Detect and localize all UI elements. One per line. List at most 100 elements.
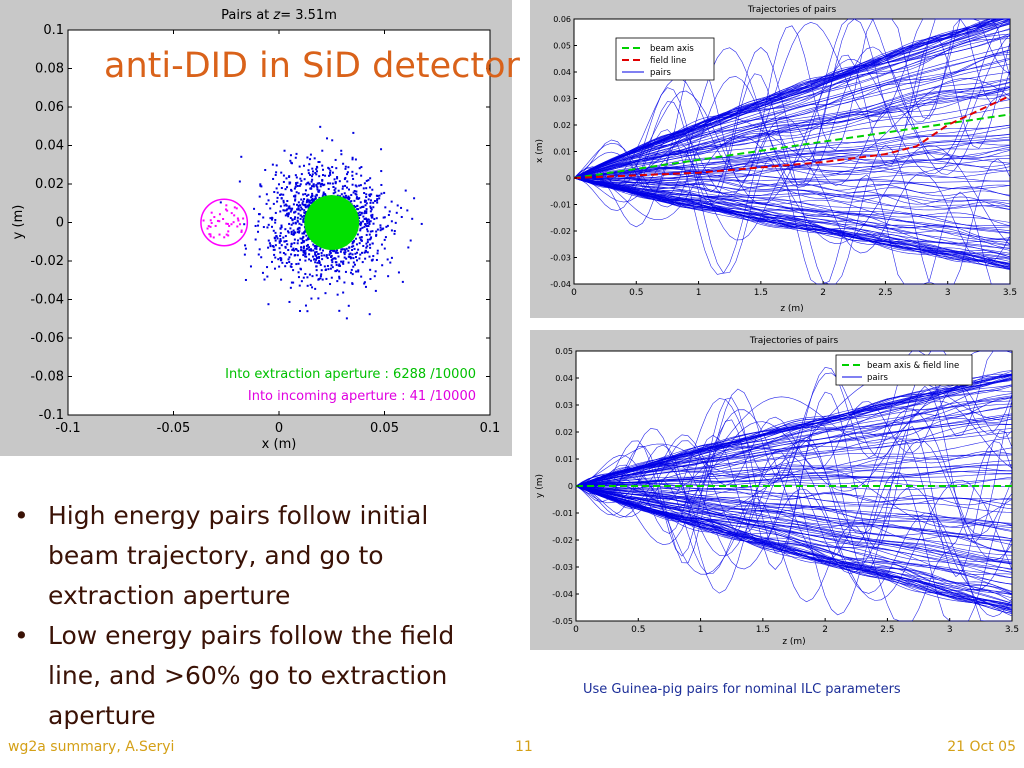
scatter-point (330, 276, 333, 279)
scatter-point (294, 199, 297, 202)
scatter-point (363, 182, 366, 185)
scatter-point (343, 178, 346, 181)
scatter-point (300, 280, 303, 283)
trajectory-y-chart: Trajectories of pairs 0 0.5 1 1.5 2 2.5 3 3.5 0.… (535, 336, 1019, 647)
scatter-point (329, 283, 332, 286)
scatter-point (311, 197, 314, 200)
scatter-point (289, 286, 292, 289)
scatter-point (254, 224, 257, 227)
scatter-point (380, 192, 383, 195)
scatter-point (288, 261, 291, 264)
traj-xtick-label: 3 (947, 625, 953, 635)
scatter-point (343, 281, 346, 284)
scatter-point (365, 246, 368, 249)
footer-author: wg2a summary, A.Seryi (8, 739, 175, 755)
scatter-point (366, 220, 369, 223)
pair-trajectory-line (575, 485, 1013, 553)
scatter-point (270, 260, 273, 263)
scatter-point (308, 201, 311, 204)
scatter-point (361, 261, 364, 264)
pair-trajectory-line (575, 485, 1013, 532)
scatter-point (284, 203, 287, 206)
pair-trajectory-line (573, 49, 1011, 179)
scatter-point (393, 232, 396, 235)
scatter-point (387, 213, 390, 216)
trajectory-x-chart: Trajectories of pairs 0 0.5 1 1.5 2 2.5 3 3.5 0.… (535, 5, 1017, 314)
scatter-point (357, 269, 360, 272)
scatter-point (282, 199, 285, 202)
scatter-point (340, 248, 343, 251)
scatter-point (324, 174, 327, 177)
scatter-ytick-label: 0 (56, 216, 64, 231)
scatter-point (282, 201, 285, 204)
scatter-point (297, 271, 300, 274)
scatter-point (296, 242, 299, 245)
scatter-point (305, 211, 308, 214)
scatter-point (335, 261, 338, 264)
scatter-point (310, 249, 313, 252)
incoming-point (210, 222, 213, 225)
scatter-point (353, 189, 356, 192)
scatter-point (298, 284, 301, 287)
scatter-point (390, 229, 393, 232)
scatter-point (354, 205, 357, 208)
scatter-point (284, 235, 287, 238)
scatter-point (318, 259, 321, 262)
scatter-point (302, 193, 305, 196)
scatter-point (325, 255, 328, 258)
scatter-point (317, 278, 320, 281)
trajectory-y-panel: Trajectories of pairs 0 0.5 1 1.5 2 2.5 3 3.5 0.… (530, 330, 1024, 650)
scatter-point (315, 168, 318, 171)
scatter-point (296, 219, 299, 222)
scatter-point (333, 189, 336, 192)
scatter-point (289, 227, 292, 230)
scatter-point (269, 245, 272, 248)
scatter-point (344, 167, 347, 170)
scatter-point (324, 193, 327, 196)
scatter-point (363, 225, 366, 228)
scatter-point (282, 174, 285, 177)
scatter-point (411, 217, 414, 220)
scatter-point (332, 185, 335, 188)
pair-trajectory-line (575, 485, 1013, 562)
scatter-point (360, 236, 363, 239)
traj-xtick-label: 1.5 (754, 288, 768, 298)
scatter-point (280, 171, 283, 174)
scatter-point (285, 240, 288, 243)
scatter-point (290, 223, 293, 226)
scatter-point (293, 231, 296, 234)
scatter-point (302, 235, 305, 238)
scatter-point (294, 174, 297, 177)
scatter-point (294, 210, 297, 213)
scatter-point (383, 247, 386, 250)
trajectory-x-xlabel: z (m) (780, 304, 803, 314)
scatter-point (349, 252, 352, 255)
scatter-point (350, 200, 353, 203)
scatter-point (321, 179, 324, 182)
scatter-point (367, 224, 370, 227)
scatter-point (306, 198, 309, 201)
pair-trajectory-line (573, 95, 1011, 197)
scatter-point (382, 216, 385, 219)
pair-trajectory-line (573, 78, 1011, 181)
scatter-point (291, 218, 294, 221)
pair-trajectory-line (573, 86, 1011, 179)
scatter-point (347, 197, 350, 200)
scatter-point (277, 183, 280, 186)
scatter-point (347, 166, 350, 169)
scatter-point (282, 252, 285, 255)
pair-trajectory-line (573, 177, 1011, 241)
pair-trajectory-line (573, 18, 1010, 179)
scatter-point (354, 192, 357, 195)
scatter-point (319, 263, 322, 266)
scatter-xtick-label: -0.05 (157, 421, 191, 436)
scatter-point (315, 184, 318, 187)
scatter-point (260, 256, 263, 259)
scatter-point (303, 231, 306, 234)
pair-trajectory-line (573, 51, 1011, 179)
scatter-point (279, 251, 282, 254)
scatter-point (273, 191, 276, 194)
scatter-point (314, 245, 317, 248)
scatter-point (254, 238, 257, 241)
scatter-point (272, 229, 275, 232)
